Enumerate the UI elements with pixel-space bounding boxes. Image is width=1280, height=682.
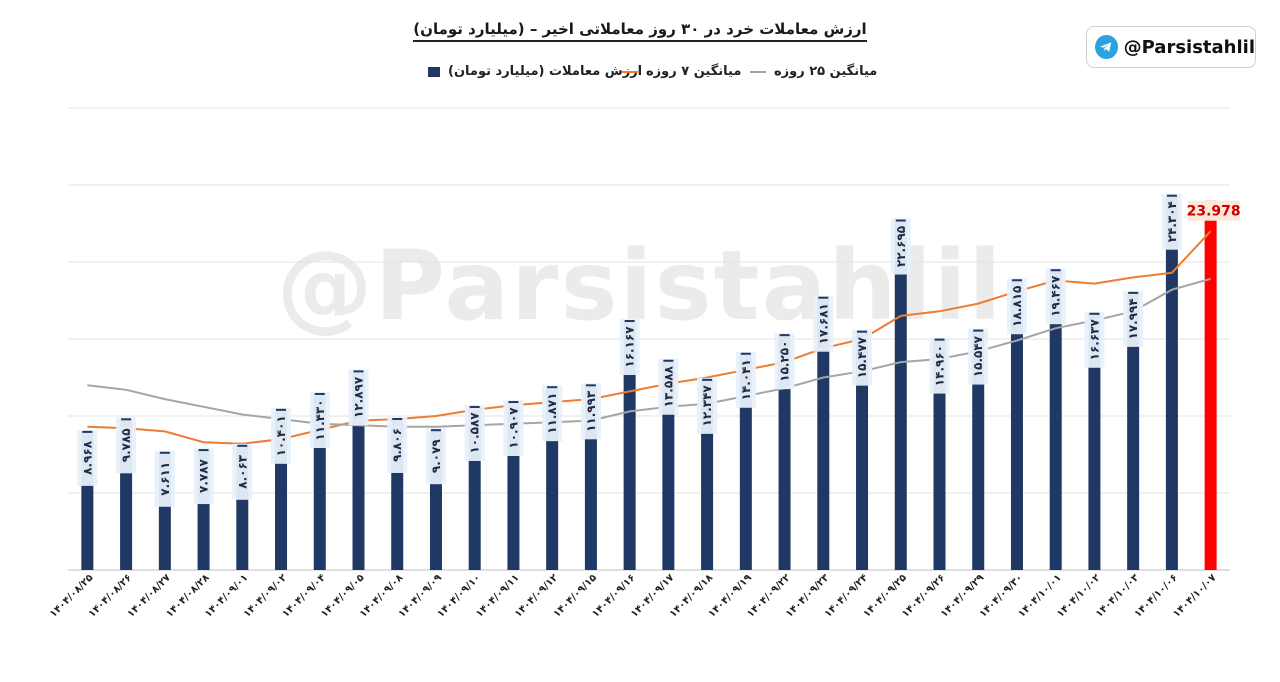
data-label: ۷.۷۸۷: [197, 458, 211, 493]
data-label: ۱۱.۴۳۰: [313, 399, 327, 440]
ma25-line: [87, 277, 1211, 428]
data-label: ۱۹.۴۶۷: [1049, 275, 1063, 317]
data-label: ۱۱.۹۹۳: [584, 390, 598, 432]
data-label-box: [387, 416, 408, 473]
data-label: ۱۵.۵۴۷: [971, 335, 985, 377]
data-label-box: [1161, 193, 1182, 250]
bar: [1049, 270, 1062, 570]
data-label: ۱۶.۱۶۷: [623, 326, 637, 368]
bar: [933, 339, 946, 570]
telegram-icon: [1095, 35, 1118, 59]
ma7-line: [87, 230, 1212, 445]
data-label-box: [232, 443, 253, 500]
data-label: ۹.۰۷۹: [429, 439, 443, 474]
data-label-box: [116, 417, 137, 474]
data-label-box: [309, 391, 330, 448]
data-label-box: [774, 333, 795, 390]
bar: [1010, 280, 1023, 570]
bar: [739, 353, 752, 570]
data-label-box: [1187, 200, 1240, 221]
data-label-box: [619, 319, 640, 376]
data-label: ۱۶.۶۳۷: [1087, 319, 1101, 361]
data-label: ۱۰.۵۸۷: [468, 412, 482, 454]
data-label-box: [1045, 268, 1066, 325]
data-label: ۱۵.۲۵۰: [778, 341, 792, 382]
data-label-box: [735, 351, 756, 408]
data-label-box: [968, 328, 989, 385]
bar: [1088, 313, 1101, 570]
data-label-box: [425, 428, 446, 485]
data-label-box: [271, 407, 292, 464]
data-label-box: [813, 295, 834, 352]
data-label: ۲۴.۳۰۴: [1165, 201, 1179, 242]
bar: [1204, 200, 1217, 570]
data-label: ۸.۰۶۳: [235, 454, 249, 489]
handle-text: @Parsistahlil: [1123, 36, 1255, 58]
data-label: ۱۵.۴۷۷: [855, 336, 869, 378]
legend-label-ma25: میانگین ۲۵ روزه: [774, 64, 878, 79]
data-label: ۱۷.۹۹۴: [1126, 298, 1140, 339]
bar: [856, 331, 869, 570]
data-label: ۱۷.۶۸۱: [816, 303, 830, 344]
data-label-box: [1006, 278, 1027, 335]
data-label-box: [503, 400, 524, 457]
data-label-box: [77, 429, 98, 486]
data-label: ۱۴.۹۶۰: [933, 345, 947, 386]
data-label: ۱۱.۸۷۱: [545, 393, 559, 434]
data-label-box: [697, 377, 718, 434]
data-label: ۹.۸۰۶: [390, 428, 404, 462]
data-label-box: [890, 218, 911, 275]
bar: [1127, 292, 1140, 570]
legend-swatch-ma25: [750, 70, 766, 73]
data-label: ۱۳.۵۸۸: [661, 365, 675, 407]
data-label: ۱۰.۴۰۱: [274, 415, 288, 456]
data-label: ۹.۷۸۵: [119, 428, 133, 462]
legend-item-ma7: میانگین ۷ روزه: [622, 64, 741, 79]
data-label: ۱۰.۹۰۷: [506, 407, 520, 449]
bar: [894, 220, 907, 570]
data-label-box: [542, 385, 563, 442]
data-label: 23.978: [1187, 204, 1241, 220]
data-label: ۱۴.۰۴۱: [739, 359, 753, 400]
data-label-box: [193, 448, 214, 505]
bar: [778, 335, 791, 570]
data-label-box: [929, 337, 950, 394]
data-label-box: [658, 358, 679, 415]
data-label-box: [1123, 290, 1144, 347]
legend-label-bars: ارزش معاملات (میلیارد تومان): [448, 64, 643, 79]
legend-label-ma7: میانگین ۷ روزه: [646, 64, 742, 79]
data-label: ۱۸.۸۱۵: [1010, 286, 1024, 327]
data-label-box: [580, 383, 601, 440]
data-label-box: [464, 404, 485, 461]
legend-item-ma25: میانگین ۲۵ روزه: [750, 64, 877, 79]
data-label-box: [852, 329, 873, 386]
data-label: ۱۲.۳۴۷: [700, 385, 714, 427]
data-label: ۸.۹۶۸: [80, 440, 94, 475]
legend-item-bars: ارزش معاملات (میلیارد تومان): [428, 64, 642, 79]
bar: [817, 297, 830, 570]
data-label: ۷.۶۱۱: [158, 462, 172, 496]
channel-handle-badge[interactable]: @Parsistahlil: [1086, 26, 1256, 68]
chart-title: ارزش معاملات خرد در ۳۰ روز معاملاتی اخیر…: [0, 20, 1280, 42]
bar: [623, 321, 636, 570]
bar: [972, 330, 985, 570]
legend-swatch-bars: [428, 66, 440, 77]
data-label: ۲۲.۶۹۵: [894, 226, 908, 267]
data-label-box: [1084, 311, 1105, 368]
legend-swatch-ma7: [622, 70, 638, 73]
data-label: ۱۲.۸۹۷: [352, 376, 366, 418]
bar: [1165, 195, 1178, 571]
data-label-box: [154, 450, 175, 507]
data-label-box: [348, 369, 369, 426]
legend: ارزش معاملات (میلیارد تومان) میانگین ۷ ر…: [0, 64, 1280, 84]
